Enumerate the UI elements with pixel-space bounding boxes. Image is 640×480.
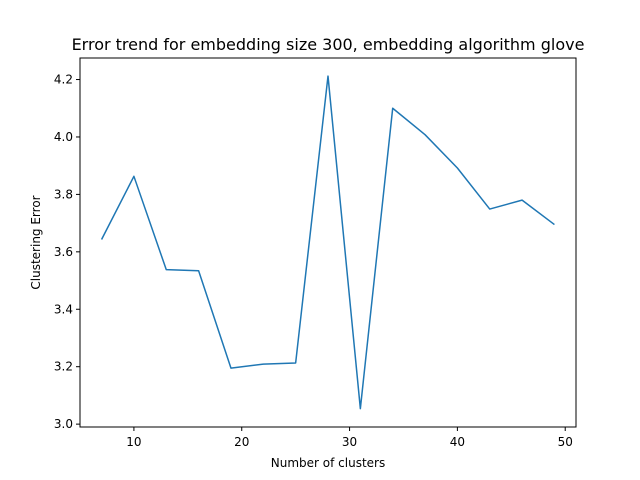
x-tick-label: 20 [234, 435, 249, 449]
y-tick-label: 4.0 [54, 130, 73, 144]
x-axis-ticks: 10 20 30 40 50 [126, 427, 573, 449]
plot-area [80, 58, 576, 427]
y-tick-label: 4.2 [54, 73, 73, 87]
x-tick-label: 10 [126, 435, 141, 449]
y-tick-label: 3.8 [54, 187, 73, 201]
y-tick-label: 3.4 [54, 302, 73, 316]
y-axis-label: Clustering Error [29, 195, 43, 289]
x-axis-label: Number of clusters [271, 456, 385, 470]
y-axis-ticks: 3.0 3.2 3.4 3.6 3.8 4.0 4.2 [54, 73, 80, 431]
x-tick-label: 30 [342, 435, 357, 449]
y-tick-label: 3.6 [54, 245, 73, 259]
chart-title: Error trend for embedding size 300, embe… [72, 35, 585, 54]
series-points [101, 76, 555, 409]
y-tick-label: 3.2 [54, 360, 73, 374]
plot-frame [79, 57, 577, 428]
x-tick-label: 50 [558, 435, 573, 449]
x-tick-label: 40 [450, 435, 465, 449]
y-tick-label: 3.0 [54, 417, 73, 431]
